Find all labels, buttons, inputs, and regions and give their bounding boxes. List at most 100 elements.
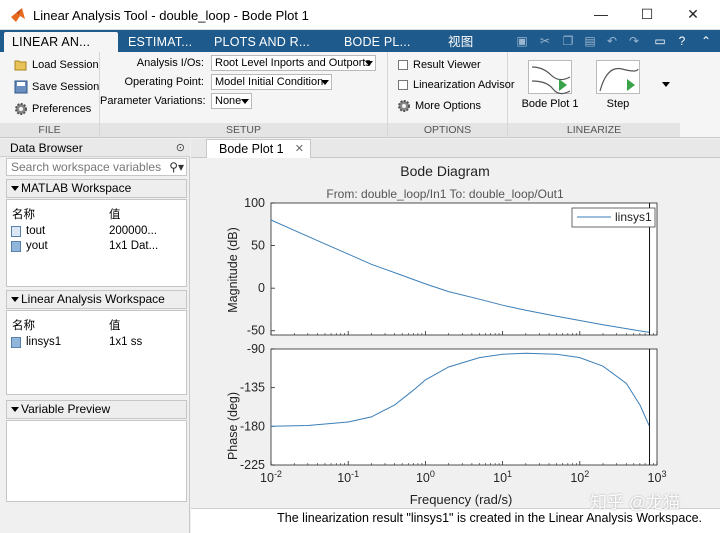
variable-value: 1x1 Dat... <box>109 240 159 252</box>
linearization-advisor-checkbox[interactable]: Linearization Advisor <box>398 79 515 91</box>
setup-section: Analysis I/Os: Root Level Inports and Ou… <box>100 52 388 138</box>
legend[interactable]: linsys1 <box>571 207 656 228</box>
x-tick-label: 102 <box>570 469 589 485</box>
linearize-section: LINEARIZE <box>508 52 680 138</box>
more-options-button[interactable]: More Options <box>397 99 481 113</box>
title-bar: Linear Analysis Tool - double_loop - Bod… <box>0 0 720 30</box>
ribbon-toolstrip: Load Session Save Session Preferences FI… <box>0 52 720 138</box>
copy-icon[interactable]: ❐ <box>562 34 574 48</box>
tab-view[interactable]: 视图 <box>448 35 474 49</box>
minimize-button[interactable]: — <box>594 6 608 22</box>
save-session-button[interactable]: Save Session <box>14 80 99 94</box>
search-placeholder: Search workspace variables <box>11 160 162 174</box>
variable-preview-header[interactable]: Variable Preview <box>6 400 187 419</box>
analysis-ios-label: Analysis I/Os: <box>136 57 204 69</box>
analysis-ios-value: Root Level Inports and Outports <box>215 57 371 69</box>
phase-y-tick-label: -180 <box>240 419 265 433</box>
gallery-expand-icon[interactable] <box>662 82 670 87</box>
linear-analysis-workspace-header[interactable]: Linear Analysis Workspace <box>6 290 187 309</box>
close-button[interactable]: ✕ <box>687 6 699 22</box>
analysis-ios-dropdown[interactable]: Root Level Inports and Outports <box>211 55 376 71</box>
parameter-variations-dropdown[interactable]: None <box>211 93 252 109</box>
load-session-label: Load Session <box>32 59 99 71</box>
linear-analysis-workspace-list: 名称 值 linsys1 1x1 ss <box>6 310 187 395</box>
column-header-value[interactable]: 值 <box>109 209 121 221</box>
magnitude-y-tick-label: 0 <box>258 281 265 295</box>
legend-box <box>571 207 656 228</box>
setup-section-label: SETUP <box>100 123 387 137</box>
data-browser-title: Data Browser <box>10 141 83 155</box>
phase-y-tick-label: -135 <box>240 381 265 395</box>
more-options-label: More Options <box>415 100 482 112</box>
redo-icon[interactable]: ↷ <box>628 34 640 48</box>
phase-y-tick-label: -90 <box>247 342 265 356</box>
variable-name: tout <box>26 225 46 237</box>
bode-plot-thumbnail-icon <box>528 60 572 95</box>
tab-linear-analysis[interactable]: LINEAR AN... <box>4 32 118 52</box>
column-header-value[interactable]: 值 <box>109 320 121 332</box>
parameter-variations-label: Parameter Variations: <box>100 95 206 107</box>
phase-axis-label: Phase (deg) <box>226 392 240 460</box>
save-icon[interactable]: ▣ <box>516 34 528 48</box>
bode-plot-gallery-button[interactable]: Bode Plot 1 <box>521 57 579 119</box>
x-tick-label: 10-1 <box>337 469 359 485</box>
x-axis-label: Frequency (rad/s) <box>410 492 513 507</box>
file-section: Load Session Save Session Preferences FI… <box>0 52 100 138</box>
switch-windows-icon[interactable]: ▭ <box>654 34 666 48</box>
help-icon[interactable]: ? <box>678 34 686 48</box>
x-tick-label: 100 <box>416 469 435 485</box>
operating-point-label: Operating Point: <box>124 76 205 88</box>
options-section: Result Viewer Linearization Advisor More… <box>388 52 515 138</box>
panel-menu-icon[interactable]: ⊙ <box>175 142 185 154</box>
operating-point-dropdown[interactable]: Model Initial Condition <box>211 74 332 90</box>
phase-y-tick-label: -225 <box>240 458 265 472</box>
magnitude-axis-label: Magnitude (dB) <box>226 227 240 312</box>
variable-preview-area <box>6 420 187 502</box>
window-title: Linear Analysis Tool - double_loop - Bod… <box>33 8 309 23</box>
tab-bode-plot-1[interactable]: Bode Plot 1 ✕ <box>206 139 311 158</box>
bode-diagram[interactable]: Bode Diagram From: double_loop/In1 To: d… <box>191 158 720 508</box>
x-tick-label: 10-2 <box>260 469 282 485</box>
operating-point-value: Model Initial Condition <box>215 76 324 88</box>
step-gallery-button[interactable]: Step <box>589 57 647 119</box>
undo-icon[interactable]: ↶ <box>606 34 618 48</box>
variable-name: yout <box>26 240 48 252</box>
magnitude-y-tick-label: -50 <box>247 324 265 338</box>
floppy-disk-icon <box>14 80 28 94</box>
ribbon-collapse-icon[interactable]: ⌃ <box>700 34 712 48</box>
tab-bode-plot[interactable]: BODE PL... <box>344 35 411 49</box>
column-header-name[interactable]: 名称 <box>12 209 35 221</box>
tab-plots-and-results[interactable]: PLOTS AND R... <box>214 35 310 49</box>
cut-icon[interactable]: ✂ <box>539 34 551 48</box>
gear-icon <box>14 102 28 116</box>
file-section-label: FILE <box>0 123 99 137</box>
preferences-button[interactable]: Preferences <box>14 102 91 116</box>
variable-value: 1x1 ss <box>109 336 143 348</box>
phase-plot-box <box>270 348 658 466</box>
close-tab-icon[interactable]: ✕ <box>294 143 304 155</box>
object-variable-icon <box>11 241 21 252</box>
load-session-button[interactable]: Load Session <box>14 58 99 72</box>
bode-plot-gallery-label: Bode Plot 1 <box>521 98 579 110</box>
search-icon[interactable]: ⚲▾ <box>167 159 184 175</box>
watermark: 知乎 @龙猫 <box>590 493 680 512</box>
linearize-section-label: LINEARIZE <box>508 123 680 137</box>
tab-label: Bode Plot 1 <box>219 142 284 156</box>
chart-title: Bode Diagram <box>400 163 490 179</box>
chevron-down-icon <box>241 99 249 104</box>
magnitude-y-tick-label: 50 <box>251 239 265 253</box>
tab-estimation[interactable]: ESTIMAT... <box>128 35 193 49</box>
matlab-workspace-header[interactable]: MATLAB Workspace <box>6 179 187 198</box>
result-viewer-checkbox[interactable]: Result Viewer <box>398 59 481 71</box>
magnitude-y-tick-label: 100 <box>244 196 265 210</box>
variable-value: 200000... <box>109 225 157 237</box>
paste-icon[interactable]: ▤ <box>584 34 596 48</box>
table-variable-icon <box>11 226 21 237</box>
chevron-down-icon <box>321 80 329 85</box>
workspace-search-input[interactable]: Search workspace variables ⚲▾ <box>6 158 187 176</box>
maximize-button[interactable]: ☐ <box>640 6 654 22</box>
linearization-advisor-label: Linearization Advisor <box>413 79 515 91</box>
column-header-name[interactable]: 名称 <box>12 320 35 332</box>
ribbon-tab-strip: LINEAR AN... ESTIMAT... PLOTS AND R... B… <box>0 30 720 52</box>
